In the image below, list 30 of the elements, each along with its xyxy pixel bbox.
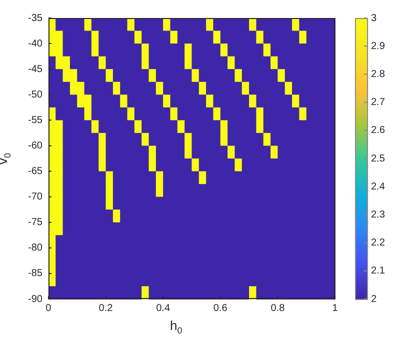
x-tick-label: 0.6	[213, 302, 228, 314]
color-bar-label: 2.5	[371, 153, 386, 164]
y-tick-label: -35	[28, 12, 43, 24]
color-bar-label: 2.3	[371, 209, 386, 220]
y-tick-label: -90	[28, 294, 43, 305]
color-bar-label: 2.4	[371, 181, 386, 192]
color-bar-label: 2.2	[371, 238, 386, 249]
color-bar-label: 2.7	[371, 97, 386, 108]
y-tick-label: -80	[28, 242, 43, 254]
color-bar-label: 2.8	[371, 68, 386, 80]
y-tick-label: -50	[28, 89, 43, 100]
y-tick-label: -85	[28, 268, 43, 280]
color-bar-label: 3	[371, 12, 377, 24]
x-tick-label: 1	[332, 302, 338, 314]
y-tick-label: -55	[28, 114, 43, 126]
x-tick-label: 0.4	[156, 302, 170, 314]
color-bar-label: 2.6	[371, 125, 386, 136]
x-tick-label: 0.2	[98, 302, 114, 314]
y-tick-label: -60	[28, 140, 43, 152]
x-tick-label: 0	[46, 302, 52, 314]
x-tick-label: 0.8	[270, 302, 286, 314]
y-tick-label: -45	[28, 64, 43, 75]
x-axis-title: h$_{0}$	[170, 318, 182, 336]
y-tick-label: -70	[28, 192, 43, 203]
color-bar-label: 2.9	[371, 40, 386, 52]
color-bar-label: 2	[371, 294, 377, 305]
y-tick-label: -40	[28, 38, 43, 50]
color-bar-label: 2.1	[371, 266, 386, 277]
y-tick-label: -75	[28, 217, 43, 228]
y-tick-label: -65	[28, 166, 43, 178]
